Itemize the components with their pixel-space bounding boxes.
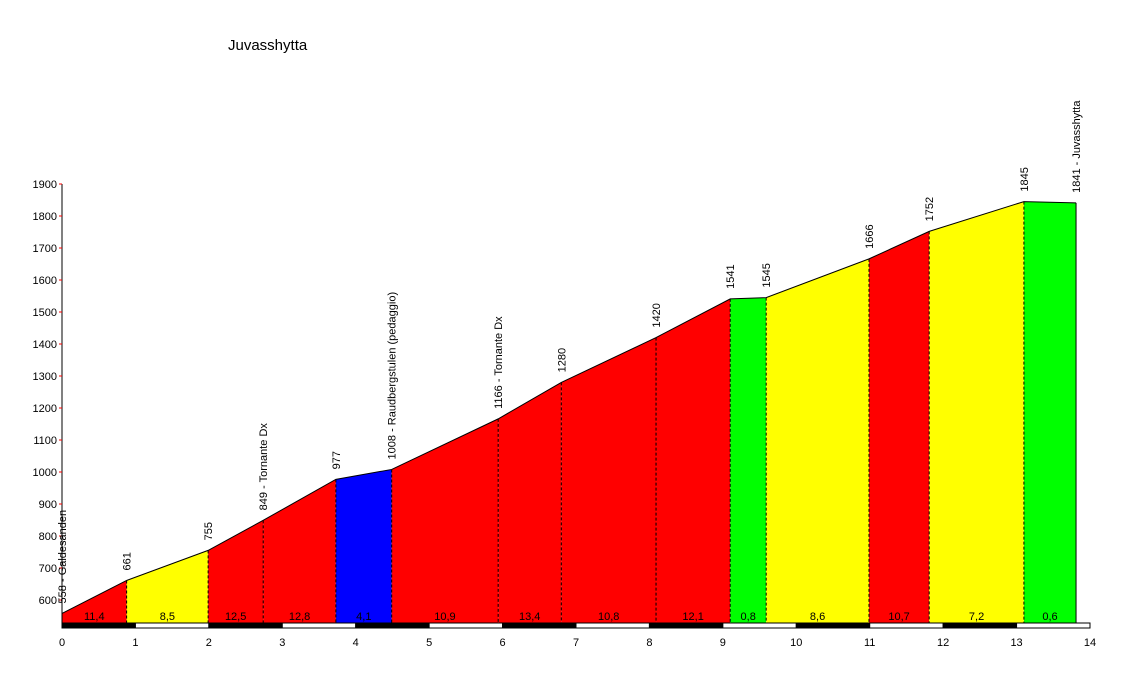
km-band-segment [795,622,871,629]
segment-area [1023,201,1077,623]
point-label: 1841 - Juvasshytta [1071,100,1083,193]
y-tick-label: 800 [39,531,57,543]
x-tick-label: 1 [132,637,138,649]
x-tick-label: 5 [426,637,432,649]
km-band-segment [869,622,944,629]
point-label: 1541 [725,264,737,288]
segment-gradient-label: 8,6 [810,611,825,623]
x-tick-label: 4 [353,637,359,649]
y-tick-label: 900 [39,499,57,511]
point-label: 755 [203,522,215,540]
segment-area [335,469,392,623]
segment-area [868,231,930,624]
x-tick-label: 6 [500,637,506,649]
km-band-segment [61,622,136,629]
point-label: 977 [331,451,343,469]
segment-gradient-label: 12,1 [682,611,703,623]
km-band-segment [502,622,577,629]
segment-gradient-label: 8,5 [160,611,175,623]
segment-area [263,479,336,623]
chart-title: Juvasshytta [228,37,308,54]
km-band-segment [428,622,504,629]
km-band-segment [942,622,1018,629]
km-band-segment [281,622,357,629]
segment-gradient-label: 0,6 [1042,611,1057,623]
y-tick-label: 1400 [33,339,57,351]
point-label: 558 - Galdesanden [57,510,69,604]
segment-gradient-label: 10,7 [888,611,909,623]
y-tick-label: 1600 [33,275,57,287]
segment-area [62,580,127,623]
segment-gradient-label: 10,9 [434,611,455,623]
km-band-segment [648,622,724,629]
segment-area [126,550,209,623]
y-tick-label: 1200 [33,403,57,415]
x-tick-label: 9 [720,637,726,649]
x-tick-label: 12 [937,637,949,649]
segment-gradient-label: 13,4 [519,611,540,623]
x-tick-label: 0 [59,637,65,649]
point-label: 1845 [1019,167,1031,191]
x-tick-label: 11 [864,637,875,649]
point-label: 661 [122,552,134,570]
km-band-segment [722,622,797,629]
y-tick-label: 1700 [33,243,57,255]
segment-area [208,520,264,623]
x-tick-label: 2 [206,637,212,649]
y-tick-label: 1100 [33,435,57,447]
km-band-segment [1016,622,1091,629]
segment-gradient-label: 4,1 [356,611,371,623]
x-tick-label: 8 [646,637,652,649]
segment-area [766,258,869,623]
point-label: 1545 [761,263,773,287]
point-label: 1166 - Tornante Dx [493,316,505,409]
segment-gradient-label: 0,8 [741,611,756,623]
x-tick-label: 13 [1010,637,1022,649]
y-tick-label: 1800 [33,211,57,223]
segment-area [929,201,1024,623]
segment-gradient-label: 7,2 [969,611,984,623]
segment-area [730,297,767,623]
y-tick-label: 1000 [33,467,57,479]
point-label: 1666 [864,224,876,248]
y-tick-label: 600 [39,595,57,607]
y-tick-label: 1500 [33,307,57,319]
x-tick-label: 3 [279,637,285,649]
km-band-segment [355,622,430,629]
km-band-segment [575,622,650,629]
x-tick-label: 10 [790,637,802,649]
y-tick-label: 1900 [33,179,57,191]
segment-area [498,382,562,623]
km-band-segment [208,622,283,629]
segment-gradient-label: 10,8 [598,611,619,623]
y-tick-label: 1300 [33,371,57,383]
segment-gradient-label: 12,5 [225,611,246,623]
segment-gradient-label: 12,8 [289,611,310,623]
x-tick-label: 14 [1084,637,1096,649]
point-label: 1280 [556,348,568,372]
segment-area [656,298,731,623]
y-tick-label: 700 [39,563,57,575]
segment-area [561,337,657,623]
segment-gradient-label: 11,4 [84,611,105,623]
segment-area [391,418,499,623]
point-label: 1752 [924,197,936,221]
point-label: 849 - Tornante Dx [258,423,270,511]
point-label: 1008 - Raudbergstulen (pedaggio) [387,292,399,460]
km-band-segment [134,622,210,629]
x-tick-label: 7 [573,637,579,649]
point-label: 1420 [651,303,663,327]
